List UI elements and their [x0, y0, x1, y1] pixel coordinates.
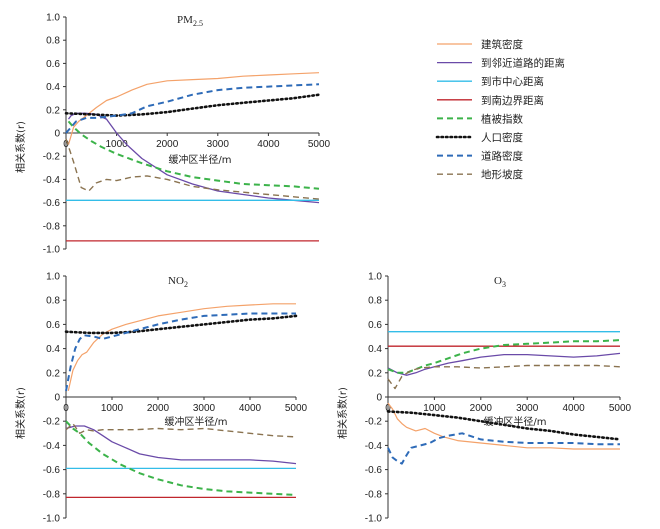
series-daolu — [65, 312, 296, 392]
y-tick-label: 0.6 — [368, 320, 382, 331]
y-tick-label: -0.8 — [43, 489, 61, 500]
x-tick-label: 3000 — [193, 403, 216, 414]
y-tick-label: 0.2 — [46, 368, 60, 379]
series-linjin — [65, 425, 297, 465]
y-tick-label: 0.4 — [46, 344, 60, 355]
y-tick-label: 1.0 — [46, 13, 60, 24]
y-tick-label: 0 — [376, 393, 382, 404]
x-axis-label: 缓冲区半径/m — [168, 153, 231, 166]
x-tick-label: 5000 — [285, 403, 308, 414]
y-tick-label: 0.4 — [368, 344, 382, 355]
y-tick-label: -0.6 — [43, 465, 61, 476]
legend-label-zhibei: 植被指数 — [481, 112, 523, 125]
series-dixing — [65, 138, 320, 200]
y-tick-label: -0.8 — [43, 221, 61, 232]
series-daolu — [387, 432, 620, 465]
series-linjin — [387, 352, 621, 376]
y-tick-label: -0.2 — [365, 417, 383, 428]
y-tick-label: -0.6 — [43, 198, 61, 209]
x-tick-label: 0 — [385, 403, 391, 414]
legend-label-daolu: 道路密度 — [481, 150, 523, 163]
series-dixing — [387, 364, 621, 390]
series-dixing — [65, 422, 297, 438]
x-tick-label: 4000 — [562, 403, 585, 414]
series-zhibei — [65, 420, 297, 496]
x-axis-label: 缓冲区半径/m — [164, 415, 227, 428]
y-tick-label: -1.0 — [43, 514, 61, 525]
legend-label-shizhongxin: 到市中心距离 — [481, 75, 544, 88]
y-tick-label: -0.2 — [43, 417, 61, 428]
y-tick-label: 0.8 — [46, 36, 60, 47]
y-tick-label: 0.6 — [46, 320, 60, 331]
y-tick-label: -0.8 — [365, 489, 383, 500]
chart-title: O3 — [494, 275, 506, 289]
x-tick-label: 1000 — [101, 403, 124, 414]
y-tick-label: 0 — [54, 393, 60, 404]
x-tick-label: 2000 — [470, 403, 493, 414]
legend-label-nanbianjie: 到南边界距离 — [481, 94, 544, 107]
x-tick-label: 2000 — [156, 139, 179, 150]
x-tick-label: 0 — [63, 139, 69, 150]
y-tick-label: 0.4 — [46, 82, 60, 93]
x-tick-label: 0 — [63, 403, 69, 414]
legend-label-linjin: 到邻近道路的距离 — [481, 57, 565, 70]
chart-no2: 1.00.80.60.40.20-0.2-0.4-0.6-0.8-1.00 100… — [14, 272, 308, 525]
series-renkou — [64, 93, 321, 117]
x-tick-label: 2000 — [147, 403, 170, 414]
y-tick-label: -0.4 — [365, 441, 383, 452]
x-tick-label: 3000 — [207, 139, 230, 150]
y-tick-label: 0.2 — [368, 368, 382, 379]
series-daolu — [65, 83, 320, 134]
x-tick-label: 5000 — [308, 139, 331, 150]
y-tick-label: -0.2 — [43, 152, 61, 163]
x-tick-label: 3000 — [516, 403, 539, 414]
series-zhibei — [67, 120, 320, 190]
y-axis-label: 相关系数(r) — [336, 387, 349, 439]
legend-label-dixing: 地形坡度 — [481, 168, 523, 181]
y-tick-label: 0.8 — [368, 296, 382, 307]
legend-label-jianzhu: 建筑密度 — [481, 38, 523, 51]
series-renkou — [64, 314, 298, 335]
y-axis-label: 相关系数(r) — [14, 121, 27, 173]
chart-title: NO2 — [168, 275, 188, 289]
chart-pm25: 1.00.80.60.40.20-0.2-0.4-0.6-0.8-1.00 100… — [14, 13, 331, 256]
y-tick-label: 0.6 — [46, 59, 60, 70]
y-tick-label: -0.4 — [43, 441, 61, 452]
y-tick-label: 0 — [54, 129, 60, 140]
x-tick-label: 1000 — [423, 403, 446, 414]
x-tick-label: 4000 — [257, 139, 280, 150]
chart-title: PM2.5 — [177, 14, 203, 28]
y-tick-label: 1.0 — [368, 272, 382, 283]
y-tick-label: -1.0 — [365, 514, 383, 525]
y-tick-label: 0.2 — [46, 105, 60, 116]
y-axis-label: 相关系数(r) — [14, 387, 27, 439]
x-axis-label: 缓冲区半径/m — [483, 415, 546, 428]
x-tick-label: 5000 — [609, 403, 632, 414]
series-renkou — [386, 410, 622, 441]
y-tick-label: 1.0 — [46, 272, 60, 283]
legend-label-renkou: 人口密度 — [481, 131, 523, 144]
y-tick-label: 0.8 — [46, 296, 60, 307]
series-jianzhu — [67, 303, 296, 392]
y-tick-label: -0.4 — [43, 175, 61, 186]
x-tick-label: 1000 — [105, 139, 128, 150]
chart-o3: 1.00.80.60.40.20-0.2-0.4-0.6-0.8-1.00 100… — [336, 272, 632, 525]
y-tick-label: -1.0 — [43, 245, 61, 256]
y-tick-label: -0.6 — [365, 465, 383, 476]
x-tick-label: 4000 — [239, 403, 262, 414]
